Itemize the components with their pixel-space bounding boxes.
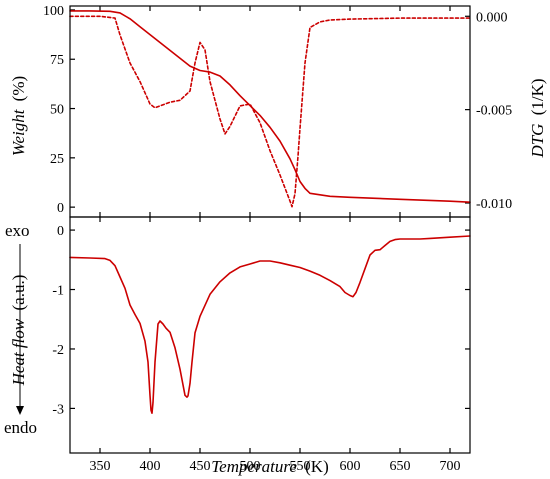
top-ylabel-unit: (%) bbox=[9, 76, 28, 101]
xtick-label: 350 bbox=[90, 459, 111, 474]
top-ytick-label: 50 bbox=[50, 103, 64, 118]
top-ylabel-name: Weight bbox=[9, 108, 28, 156]
top-ytick-label: 25 bbox=[50, 152, 64, 167]
exo-label: exo bbox=[5, 221, 30, 240]
top-y2tick-label: 0.000 bbox=[476, 10, 508, 25]
xtick-label: 550 bbox=[290, 459, 311, 474]
bottom-plot-frame bbox=[69, 216, 471, 454]
xtick-label: 650 bbox=[390, 459, 411, 474]
top-y2tick-label: -0.010 bbox=[476, 197, 512, 212]
exo-endo-arrowhead bbox=[16, 406, 24, 415]
top-y2label: DTG (1/K) bbox=[528, 78, 547, 158]
xtick-label: 450 bbox=[190, 459, 211, 474]
xlabel: Temperature (K) bbox=[211, 457, 329, 476]
top-ytick-label: 0 bbox=[57, 201, 64, 216]
top-plot-frame bbox=[69, 5, 471, 218]
xlabel-unit: (K) bbox=[305, 457, 329, 476]
top-y2label-unit: (1/K) bbox=[528, 78, 547, 115]
bottom-ytick-label: -1 bbox=[52, 284, 64, 299]
top-ytick-label: 100 bbox=[43, 4, 64, 19]
top-ytick-label: 75 bbox=[50, 53, 64, 68]
top-ylabel: Weight (%) bbox=[9, 76, 28, 156]
series-heat-flow-line bbox=[69, 235, 471, 414]
endo-label: endo bbox=[4, 418, 37, 437]
top-y2tick-label: -0.005 bbox=[476, 104, 512, 119]
series-dtg-line bbox=[69, 15, 471, 208]
xtick-label: 400 bbox=[140, 459, 161, 474]
bottom-ytick-label: 0 bbox=[57, 224, 64, 239]
bottom-ylabel-unit: (a.u.) bbox=[9, 275, 28, 311]
bottom-ytick-label: -3 bbox=[52, 402, 64, 417]
bottom-ylabel: Heat flow (a.u.) bbox=[9, 275, 28, 387]
xtick-label: 500 bbox=[240, 459, 261, 474]
series-weight-line bbox=[69, 10, 471, 203]
top-y2label-name: DTG bbox=[528, 124, 547, 159]
bottom-ytick-label: -2 bbox=[52, 343, 64, 358]
xtick-label: 700 bbox=[440, 459, 461, 474]
xtick-label: 600 bbox=[340, 459, 361, 474]
top-panel: 0 25 50 75 100 0.000 -0.005 -0.010 bbox=[43, 4, 512, 218]
bottom-ylabel-name: Heat flow bbox=[9, 318, 28, 386]
bottom-panel: 0 -1 -2 -3 350 400 450 500 550 600 650 700 bbox=[52, 216, 471, 474]
xlabel-name: Temperature bbox=[211, 457, 297, 476]
